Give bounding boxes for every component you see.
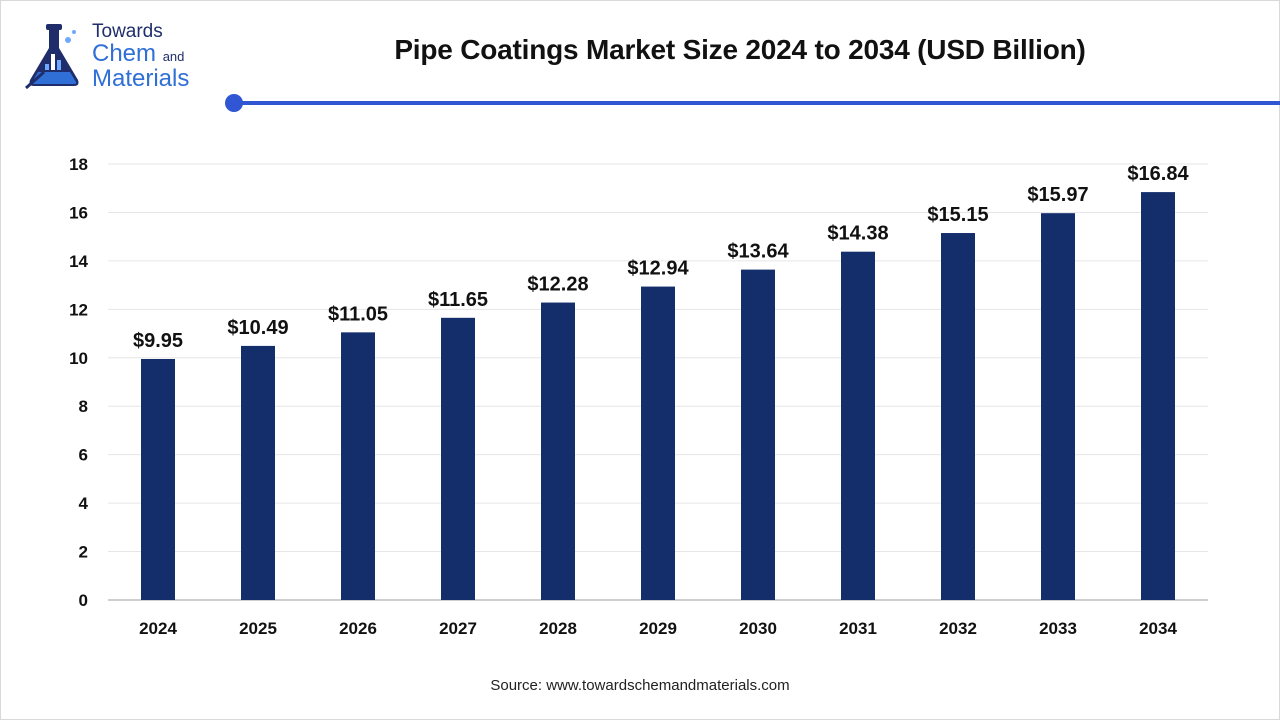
x-tick-label: 2034 <box>1139 619 1177 638</box>
brand-wordmark: Towards Chem and Materials <box>92 18 189 91</box>
x-tick-label: 2032 <box>939 619 977 638</box>
data-label: $9.95 <box>133 330 183 352</box>
data-label: $11.05 <box>328 303 388 325</box>
title-rule-dot <box>225 94 243 112</box>
flask-icon <box>25 24 79 90</box>
bar <box>1041 213 1075 600</box>
brand-logo: Towards Chem and Materials <box>22 18 222 98</box>
bar <box>741 269 775 600</box>
data-label: $15.15 <box>927 204 988 226</box>
x-tick-label: 2027 <box>439 619 477 638</box>
x-tick-label: 2033 <box>1039 619 1077 638</box>
brand-line3: Materials <box>92 65 190 92</box>
x-tick-label: 2025 <box>239 619 277 638</box>
brand-line2: Chem <box>92 40 157 67</box>
x-tick-label: 2030 <box>739 619 777 638</box>
y-tick-label: 10 <box>69 349 88 368</box>
y-tick-label: 8 <box>79 397 88 416</box>
data-label: $10.49 <box>227 317 288 339</box>
chart-title: Pipe Coatings Market Size 2024 to 2034 (… <box>394 34 1086 65</box>
data-label: $15.97 <box>1027 184 1088 206</box>
bar <box>841 251 875 600</box>
y-tick-label: 16 <box>69 203 88 222</box>
brand-line1: Towards <box>92 21 163 42</box>
bar <box>541 302 575 600</box>
data-label: $12.28 <box>527 274 588 296</box>
bar <box>241 345 275 600</box>
data-label: $12.94 <box>627 258 689 280</box>
y-tick-label: 2 <box>79 543 88 562</box>
bar <box>141 358 175 600</box>
x-tick-label: 2029 <box>639 619 677 638</box>
data-label: $13.64 <box>727 241 789 263</box>
y-tick-label: 0 <box>79 591 88 610</box>
data-label: $11.65 <box>428 289 488 311</box>
data-label: $14.38 <box>827 223 888 245</box>
y-tick-label: 14 <box>69 252 88 271</box>
bar <box>641 286 675 600</box>
brand-line2-suffix: and <box>162 49 185 64</box>
y-tick-label: 6 <box>79 446 88 465</box>
y-tick-label: 4 <box>79 494 89 513</box>
bar <box>441 317 475 600</box>
x-tick-label: 2024 <box>139 619 177 638</box>
source-note: Source: www.towardschemandmaterials.com <box>490 677 790 694</box>
x-tick-label: 2028 <box>539 619 577 638</box>
bar <box>1141 192 1175 600</box>
data-label: $16.84 <box>1127 163 1189 185</box>
y-tick-label: 18 <box>69 155 88 174</box>
bar <box>341 332 375 600</box>
bar <box>941 233 975 601</box>
title-rule <box>234 101 1280 105</box>
x-tick-label: 2026 <box>339 619 377 638</box>
x-tick-label: 2031 <box>839 619 877 638</box>
y-tick-label: 12 <box>69 300 88 319</box>
